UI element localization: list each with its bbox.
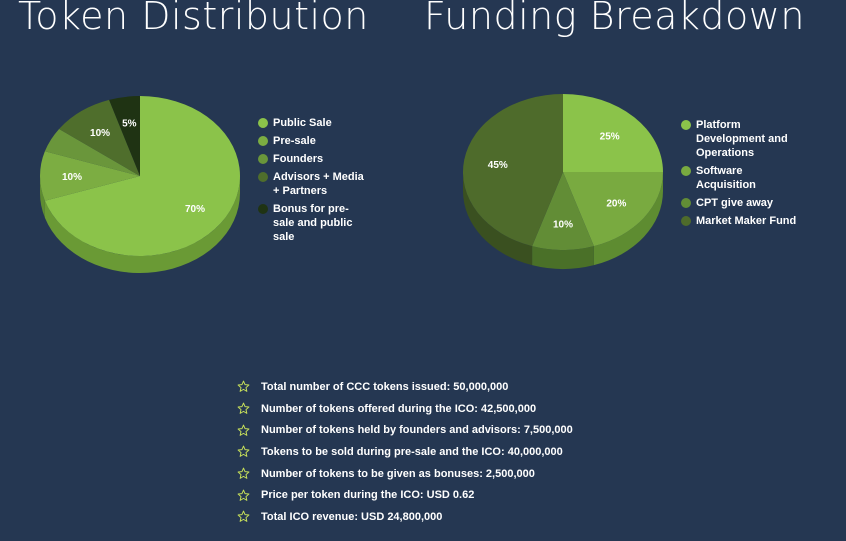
legend-label: CPT give away bbox=[696, 197, 774, 209]
legend-label: Software Acquisition bbox=[696, 165, 756, 191]
slice-founders bbox=[44, 128, 140, 176]
fact-text: Tokens to be sold during pre-sale and th… bbox=[261, 445, 563, 458]
star-outline-icon bbox=[237, 446, 250, 458]
slice-pre-sale bbox=[39, 151, 140, 201]
star-outline-icon bbox=[237, 467, 250, 479]
star-outline-icon bbox=[237, 380, 250, 393]
star-outline-icon bbox=[237, 424, 250, 436]
slice-side-public-sale bbox=[44, 176, 240, 273]
legend-item-founders: Founders bbox=[258, 152, 368, 166]
fact-text: Number of tokens offered during the ICO:… bbox=[261, 402, 537, 415]
pie-1-sides bbox=[463, 172, 663, 269]
slice-bonus-for-pre-sale-and-public-sale bbox=[109, 96, 140, 176]
token-distribution-title: Token Distribution bbox=[18, 0, 369, 38]
slice-label-pre-sale: 10% bbox=[62, 172, 82, 183]
legend-label: Founders bbox=[273, 153, 324, 165]
slice-software-acquisition bbox=[563, 172, 663, 247]
legend-swatch bbox=[681, 166, 691, 176]
token-facts-list: Total number of CCC tokens issued: 50,00… bbox=[237, 376, 573, 528]
legend-swatch bbox=[258, 136, 268, 146]
slice-label-public-sale: 70% bbox=[185, 204, 205, 215]
slice-label-platform-development-and-operations: 25% bbox=[600, 132, 620, 143]
slice-side-pre-sale bbox=[40, 176, 45, 218]
legend-item-public-sale: Public Sale bbox=[258, 116, 368, 130]
slice-label-advisors-media-partners: 10% bbox=[90, 128, 110, 139]
legend-item-bonus-for-pre-sale-and-public-sale: Bonus for pre-sale and public sale bbox=[258, 202, 368, 244]
slice-label-market-maker-fund: 45% bbox=[488, 160, 508, 171]
fact-item: Total ICO revenue: USD 24,800,000 bbox=[237, 506, 573, 528]
legend-label: Pre-sale bbox=[273, 135, 316, 147]
slice-side-market-maker-fund bbox=[463, 172, 533, 266]
legend-item-software-acquisition: Software Acquisition bbox=[681, 164, 801, 192]
slice-public-sale bbox=[44, 96, 240, 256]
fact-item: Tokens to be sold during pre-sale and th… bbox=[237, 441, 573, 463]
funding-breakdown-title: Funding Breakdown bbox=[424, 0, 805, 38]
funding-breakdown-pie: 25% 20% 10% 45% bbox=[463, 94, 663, 269]
slice-cpt-give-away bbox=[532, 172, 594, 251]
fact-text: Number of tokens held by founders and ad… bbox=[261, 424, 573, 437]
slice-label-software-acquisition: 20% bbox=[606, 198, 626, 209]
legend-label: Bonus for pre-sale and public sale bbox=[273, 203, 353, 243]
slice-advisors-media-partners bbox=[59, 99, 141, 176]
funding-breakdown-legend: Platform Development and Operations Softw… bbox=[681, 118, 801, 232]
legend-label: Public Sale bbox=[273, 117, 332, 129]
legend-swatch bbox=[258, 118, 268, 128]
star-outline-icon bbox=[237, 489, 250, 501]
legend-item-pre-sale: Pre-sale bbox=[258, 134, 368, 148]
token-distribution-pie: 70% 10% 10% 5% bbox=[39, 96, 240, 273]
slice-market-maker-fund bbox=[463, 94, 563, 247]
pie-0-sides bbox=[40, 176, 240, 273]
fact-item: Number of tokens held by founders and ad… bbox=[237, 419, 573, 441]
legend-label: Platform Development and Operations bbox=[696, 119, 788, 159]
fact-text: Total ICO revenue: USD 24,800,000 bbox=[261, 510, 443, 523]
star-outline-icon bbox=[237, 511, 250, 523]
legend-swatch bbox=[258, 204, 268, 214]
legend-swatch bbox=[258, 154, 268, 164]
legend-item-market-maker-fund: Market Maker Fund bbox=[681, 214, 801, 228]
legend-label: Market Maker Fund bbox=[696, 215, 797, 227]
slice-platform-development-and-operations bbox=[563, 94, 663, 172]
token-distribution-legend: Public Sale Pre-sale Founders Advisors + Me… bbox=[258, 116, 368, 248]
legend-item-cpt-give-away: CPT give away bbox=[681, 196, 801, 210]
legend-swatch bbox=[258, 172, 268, 182]
slice-label-bonus-for-pre-sale-and-public-sale: 5% bbox=[122, 118, 137, 129]
fact-item: Total number of CCC tokens issued: 50,00… bbox=[237, 376, 573, 398]
fact-item: Number of tokens offered during the ICO:… bbox=[237, 398, 573, 420]
fact-text: Price per token during the ICO: USD 0.62 bbox=[261, 489, 475, 502]
star-outline-icon bbox=[237, 402, 250, 414]
legend-item-advisors-media-partners: Advisors + Media + Partners bbox=[258, 170, 368, 198]
fact-item: Price per token during the ICO: USD 0.62 bbox=[237, 484, 573, 506]
legend-swatch bbox=[681, 198, 691, 208]
slice-side-software-acquisition bbox=[593, 172, 663, 266]
fact-text: Number of tokens to be given as bonuses:… bbox=[261, 467, 535, 480]
fact-text: Total number of CCC tokens issued: 50,00… bbox=[261, 380, 509, 393]
legend-label: Advisors + Media + Partners bbox=[273, 171, 364, 197]
fact-item: Number of tokens to be given as bonuses:… bbox=[237, 463, 573, 485]
legend-swatch bbox=[681, 216, 691, 226]
slice-label-cpt-give-away: 10% bbox=[553, 219, 573, 230]
slice-side-cpt-give-away bbox=[532, 246, 594, 269]
legend-swatch bbox=[681, 120, 691, 130]
legend-item-platform-development-and-operations: Platform Development and Operations bbox=[681, 118, 801, 160]
